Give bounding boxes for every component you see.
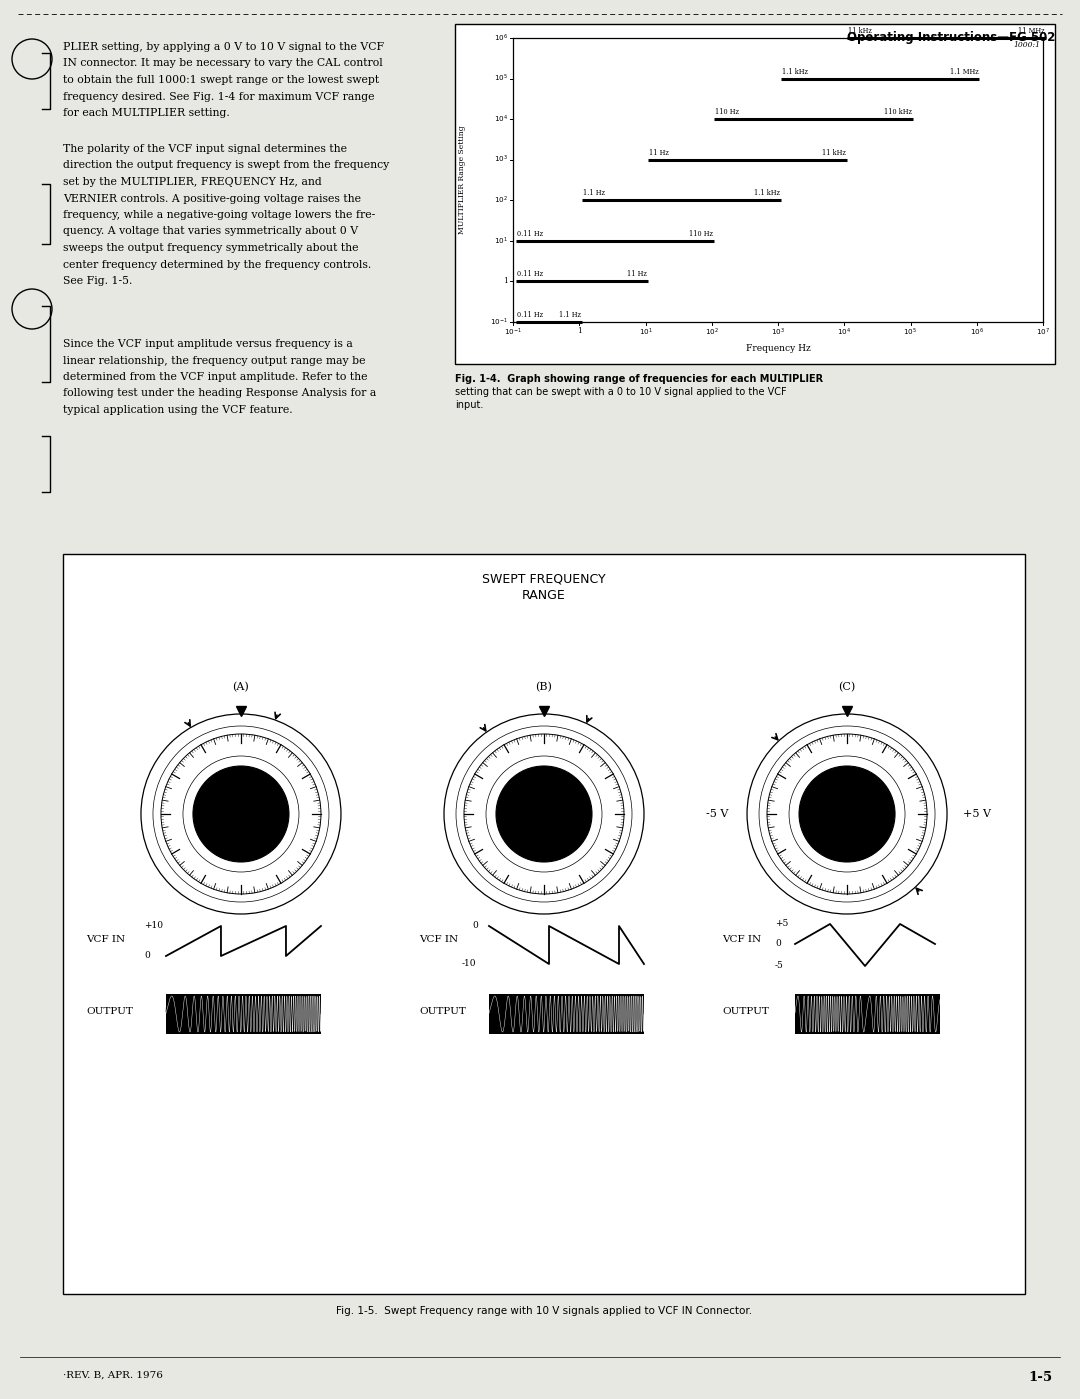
Text: frequency, while a negative-going voltage lowers the fre-: frequency, while a negative-going voltag… [63,210,375,220]
Text: $10^7$: $10^7$ [1036,327,1050,339]
Text: -5: -5 [775,961,784,971]
Text: 11 MHz: 11 MHz [1018,27,1044,35]
Text: sweeps the output frequency symmetrically about the: sweeps the output frequency symmetricall… [63,243,359,253]
Text: 0.11 Hz: 0.11 Hz [516,229,543,238]
Text: 110 Hz: 110 Hz [689,229,714,238]
Text: to obtain the full 1000:1 swept range or the lowest swept: to obtain the full 1000:1 swept range or… [63,76,379,85]
Text: OUTPUT: OUTPUT [86,1007,133,1017]
Text: OUTPUT: OUTPUT [723,1007,769,1017]
Text: $10^1$: $10^1$ [494,235,508,246]
Text: -10: -10 [462,960,476,968]
Text: direction the output frequency is swept from the frequency: direction the output frequency is swept … [63,161,389,171]
Text: VCF IN: VCF IN [723,935,761,943]
Text: $10^3$: $10^3$ [771,327,785,339]
Text: +5 V: +5 V [963,809,991,818]
Text: input.: input. [455,400,484,410]
Text: MULTIPLIER Range Setting: MULTIPLIER Range Setting [458,126,465,234]
Text: linear relationship, the frequency output range may be: linear relationship, the frequency outpu… [63,355,365,365]
Text: SWEPT FREQUENCY
RANGE: SWEPT FREQUENCY RANGE [482,572,606,602]
Text: $10^2$: $10^2$ [494,194,508,206]
Text: (B): (B) [536,681,553,693]
Text: PLIER setting, by applying a 0 V to 10 V signal to the VCF: PLIER setting, by applying a 0 V to 10 V… [63,42,384,52]
Text: VERNIER controls. A positive-going voltage raises the: VERNIER controls. A positive-going volta… [63,193,361,203]
Text: 110 kHz: 110 kHz [885,108,913,116]
Circle shape [193,767,289,862]
Text: +5: +5 [775,919,788,929]
Bar [455,24,1055,364]
Text: 11 Hz: 11 Hz [649,148,669,157]
Text: 0: 0 [144,951,150,961]
Text: (C): (C) [838,681,855,693]
Text: IN connector. It may be necessary to vary the CAL control: IN connector. It may be necessary to var… [63,59,382,69]
Text: 11 kHz: 11 kHz [822,148,846,157]
Circle shape [496,767,592,862]
Text: $10^1$: $10^1$ [638,327,652,339]
Text: for each MULTIPLIER setting.: for each MULTIPLIER setting. [63,108,230,118]
Text: 1.1 Hz: 1.1 Hz [559,311,581,319]
Text: OUTPUT: OUTPUT [419,1007,465,1017]
Circle shape [464,734,624,894]
Text: center frequency determined by the frequency controls.: center frequency determined by the frequ… [63,259,372,270]
Text: $10^6$: $10^6$ [970,327,984,339]
Text: -5 V: -5 V [706,809,728,818]
Text: 1.1 Hz: 1.1 Hz [583,189,605,197]
Text: $10^5$: $10^5$ [494,73,508,84]
Text: following test under the heading Response Analysis for a: following test under the heading Respons… [63,389,376,399]
Text: 110 Hz: 110 Hz [715,108,740,116]
Text: (A): (A) [232,681,249,693]
Text: See Fig. 1-5.: See Fig. 1-5. [63,276,133,285]
Text: VCF IN: VCF IN [86,935,125,943]
Text: 1-5: 1-5 [1028,1371,1052,1384]
Text: 1.1 kHz: 1.1 kHz [782,67,808,76]
Text: 1000:1: 1000:1 [1013,41,1040,49]
Text: $10^3$: $10^3$ [494,154,508,165]
Text: 1.1 kHz: 1.1 kHz [754,189,780,197]
Text: $10^{-1}$: $10^{-1}$ [490,316,508,327]
Text: VCF IN: VCF IN [419,935,458,943]
Text: Fig. 1-4.  Graph showing range of frequencies for each MULTIPLIER: Fig. 1-4. Graph showing range of frequen… [455,374,823,383]
Text: The polarity of the VCF input signal determines the: The polarity of the VCF input signal det… [63,144,347,154]
Text: $10^{-1}$: $10^{-1}$ [504,327,522,339]
Circle shape [799,767,895,862]
Text: 0: 0 [472,922,477,930]
Text: 1.1 MHz: 1.1 MHz [949,67,978,76]
Text: 0: 0 [775,940,781,949]
Text: Since the VCF input amplitude versus frequency is a: Since the VCF input amplitude versus fre… [63,339,353,348]
Text: Operating Instructions—FG 502: Operating Instructions—FG 502 [847,31,1055,43]
Text: $10^4$: $10^4$ [837,327,851,339]
Text: $10^4$: $10^4$ [494,113,508,125]
Bar [166,995,321,1034]
Text: set by the MULTIPLIER, FREQUENCY Hz, and: set by the MULTIPLIER, FREQUENCY Hz, and [63,178,322,187]
Text: typical application using the VCF feature.: typical application using the VCF featur… [63,404,293,416]
Text: frequency desired. See Fig. 1-4 for maximum VCF range: frequency desired. See Fig. 1-4 for maxi… [63,91,375,102]
Bar [63,554,1025,1294]
Circle shape [767,734,927,894]
Text: 0.11 Hz: 0.11 Hz [516,311,543,319]
Text: ·REV. B, APR. 1976: ·REV. B, APR. 1976 [63,1371,163,1379]
Text: 1: 1 [503,277,508,285]
Text: Frequency Hz: Frequency Hz [745,344,810,353]
Text: $10^5$: $10^5$ [904,327,918,339]
Text: setting that can be swept with a 0 to 10 V signal applied to the VCF: setting that can be swept with a 0 to 10… [455,388,786,397]
Text: 11 Hz: 11 Hz [627,270,647,278]
Circle shape [161,734,321,894]
Text: 11 kHz: 11 kHz [848,27,872,35]
Text: +10: +10 [144,922,163,930]
Text: $10^6$: $10^6$ [494,32,508,43]
Text: $10^2$: $10^2$ [705,327,718,339]
Text: 0.11 Hz: 0.11 Hz [516,270,543,278]
Bar [489,995,644,1034]
Bar [795,995,940,1034]
Text: 1: 1 [577,327,582,334]
Text: determined from the VCF input amplitude. Refer to the: determined from the VCF input amplitude.… [63,372,367,382]
Text: Fig. 1-5.  Swept Frequency range with 10 V signals applied to VCF IN Connector.: Fig. 1-5. Swept Frequency range with 10 … [336,1307,752,1316]
Text: quency. A voltage that varies symmetrically about 0 V: quency. A voltage that varies symmetrica… [63,227,359,236]
